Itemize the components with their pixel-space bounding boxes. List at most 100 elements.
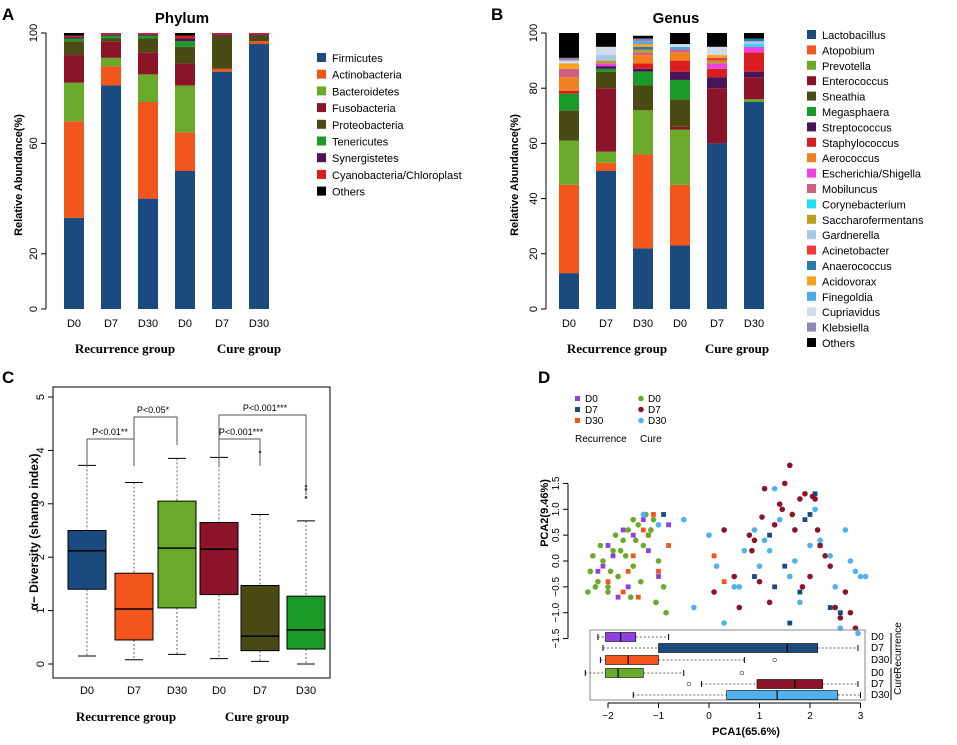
panel-d-point xyxy=(772,584,778,590)
b-bar-segment xyxy=(633,35,653,39)
panel-d-box xyxy=(658,643,818,653)
a-bar-segment xyxy=(175,63,195,86)
b-bar-segment xyxy=(707,68,727,78)
panel-d-point xyxy=(807,573,813,580)
panel-d-point xyxy=(646,548,651,554)
b-legend-swatch xyxy=(807,137,816,147)
a-x-tick-label: D7 xyxy=(104,318,118,330)
a-bar-segment xyxy=(175,38,195,42)
panel-d-point xyxy=(620,527,626,533)
a-x-tick-label: D0 xyxy=(67,318,81,330)
panel-c-outlier xyxy=(304,496,308,499)
b-bar-segment xyxy=(744,38,764,42)
panel-d-point xyxy=(761,537,768,544)
panel-d-legend-label: D0 xyxy=(648,394,661,405)
b-y-tick-label: 40 xyxy=(528,192,540,204)
panel-d-point xyxy=(814,527,821,533)
a-bar-segment xyxy=(212,34,232,36)
b-legend-swatch xyxy=(807,307,816,317)
panel-d-point xyxy=(797,589,803,595)
b-legend-label: Others xyxy=(822,338,856,350)
b-legend-label: Escherichia/Shigella xyxy=(822,169,922,181)
panel-d-point xyxy=(731,584,738,590)
panel-d-point xyxy=(767,532,772,538)
panel-d-point xyxy=(827,605,833,610)
a-bar-segment xyxy=(175,33,195,36)
a-bar-segment xyxy=(64,41,84,56)
a-bar-segment xyxy=(64,217,84,309)
b-x-tick-label: D30 xyxy=(744,318,764,330)
panel-b-cure-label: Cure group xyxy=(705,341,769,356)
a-legend-label: Bacteroidetes xyxy=(332,86,400,98)
a-bar-segment xyxy=(212,35,232,69)
b-bar-segment xyxy=(707,33,727,47)
panel-d-point xyxy=(625,527,631,533)
panel-d-point xyxy=(736,584,743,590)
panel-d-point xyxy=(751,537,758,544)
panel-c-x-tick-label: D7 xyxy=(253,685,267,697)
b-bar-segment xyxy=(670,46,690,50)
panel-c-pvalue: P<0.05* xyxy=(137,405,170,415)
panel-d-point xyxy=(847,558,854,564)
panel-d-point xyxy=(711,553,717,559)
b-bar-segment xyxy=(707,88,727,144)
panel-d-point xyxy=(666,543,671,548)
panel-d-point xyxy=(799,584,806,590)
panel-d-x-tick-label: 0 xyxy=(706,711,712,722)
b-bar-segment xyxy=(633,41,653,45)
b-x-tick-label: D7 xyxy=(599,318,613,330)
a-bar-segment xyxy=(101,66,121,86)
b-bar-segment xyxy=(633,52,653,56)
panel-d-letter: D xyxy=(538,368,550,387)
panel-d-point xyxy=(837,615,844,621)
a-y-tick-label: 20 xyxy=(28,248,40,260)
b-bar-segment xyxy=(633,248,653,309)
panel-b-letter: B xyxy=(491,5,503,24)
panel-d-point xyxy=(855,630,861,637)
b-bar-segment xyxy=(559,57,579,61)
panel-d-y-tick-label: −1.0 xyxy=(551,602,562,622)
a-legend-label: Proteobacteria xyxy=(332,120,404,132)
b-legend-swatch xyxy=(807,60,816,70)
panel-d-point xyxy=(797,496,803,502)
panel-a-letter: A xyxy=(2,5,14,24)
b-legend-swatch xyxy=(807,30,816,39)
a-legend-swatch xyxy=(317,119,326,129)
b-y-tick-label: 20 xyxy=(528,248,540,260)
panel-d-point xyxy=(713,563,720,569)
panel-d-point xyxy=(605,584,611,590)
a-y-tick-label: 0 xyxy=(28,306,40,312)
panel-d-box-row-label: D7 xyxy=(871,643,884,654)
panel-d-point xyxy=(605,589,611,595)
panel-d-legend-label: D0 xyxy=(585,394,598,405)
b-legend-label: Lactobacillus xyxy=(822,30,886,42)
panel-d-point xyxy=(862,573,869,580)
panel-d-point xyxy=(789,511,796,518)
panel-c-y-tick-label: 1 xyxy=(35,608,47,614)
a-y-tick-label: 100 xyxy=(28,24,40,42)
panel-d-point xyxy=(779,506,786,513)
b-bar-segment xyxy=(670,129,690,185)
b-bar-segment xyxy=(707,46,727,56)
a-bar-segment xyxy=(138,35,158,39)
panel-d-point xyxy=(595,568,601,574)
b-legend-swatch xyxy=(807,322,816,332)
panel-c-recurrence-label: Recurrence group xyxy=(76,709,176,724)
panel-d-box xyxy=(605,655,659,665)
panel-d-point xyxy=(711,589,717,595)
panel-d-point xyxy=(585,589,591,595)
panel-c-pvalue: P<0.01** xyxy=(92,427,128,437)
b-bar-segment xyxy=(633,46,653,50)
panel-d-point xyxy=(630,553,636,559)
a-bar-segment xyxy=(101,34,121,36)
b-legend-swatch xyxy=(807,122,816,132)
panel-c-x-tick-label: D30 xyxy=(296,685,316,697)
panel-d-point xyxy=(655,558,662,564)
panel-d-point xyxy=(857,573,864,580)
panel-d-point xyxy=(746,532,753,538)
panel-d-legend-swatch xyxy=(575,407,580,412)
b-legend-swatch xyxy=(807,261,816,270)
panel-c-significance: P<0.01** P<0.05* P<0.001*** P<0.001*** xyxy=(86,403,307,495)
panel-d-point xyxy=(590,553,596,559)
panel-c-box xyxy=(286,595,326,650)
